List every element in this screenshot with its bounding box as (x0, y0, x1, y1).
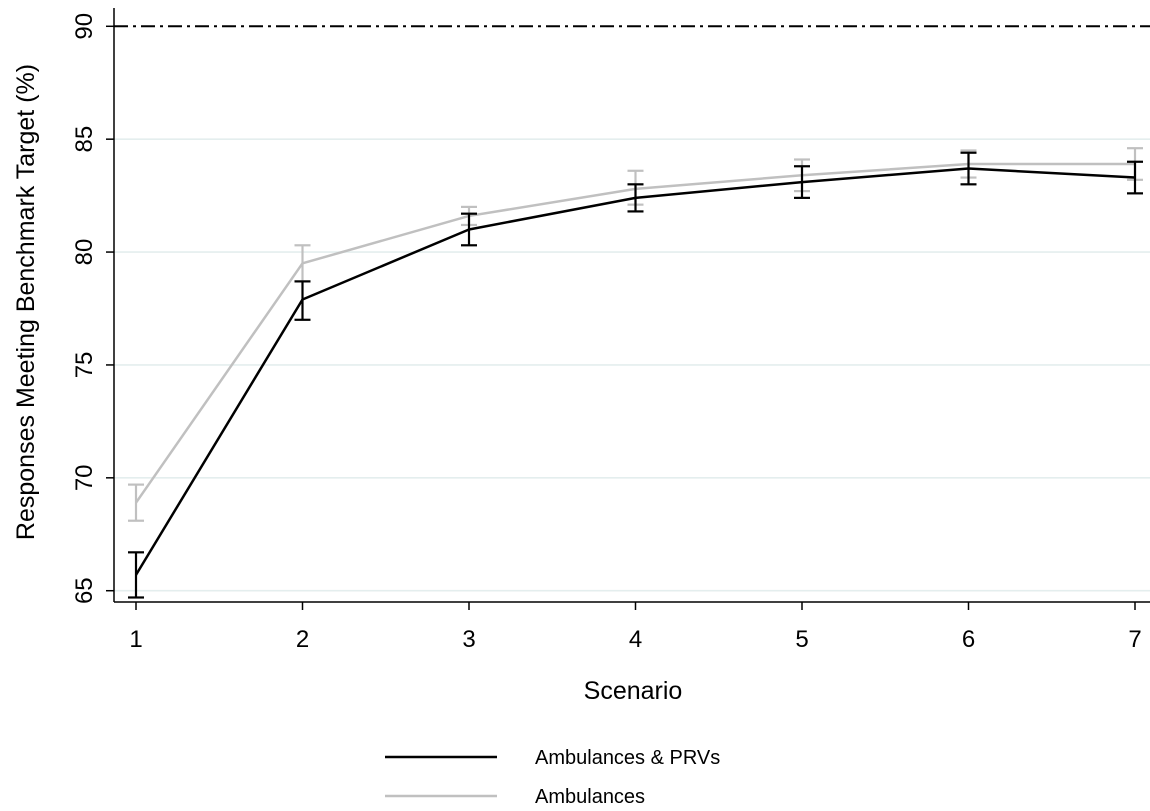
y-tick-label-80: 80 (71, 239, 98, 266)
error-bar-series-1-x3 (461, 212, 477, 247)
y-tick-label-85: 85 (71, 126, 98, 153)
legend-label-series-2: Ambulances (535, 786, 645, 808)
x-axis-title: Scenario (584, 677, 683, 705)
series (128, 147, 1143, 599)
error-bar-series-1-x4 (627, 183, 644, 213)
legend: Ambulances & PRVs Ambulances (385, 747, 720, 808)
y-tick-label-65: 65 (71, 577, 98, 604)
error-bar-series-1-x7 (1127, 160, 1143, 195)
x-tick-label-6: 6 (962, 626, 975, 653)
error-bar-series-2-x1 (128, 483, 144, 522)
y-tick-label-90: 90 (71, 13, 98, 40)
error-bar-series-2-x2 (294, 244, 311, 283)
gridlines (114, 138, 1150, 592)
x-tick-label-4: 4 (629, 626, 642, 653)
y-axis-title: Responses Meeting Benchmark Target (%) (12, 64, 40, 540)
error-bar-series-1-x2 (294, 280, 311, 321)
x-tick-label-3: 3 (462, 626, 475, 653)
legend-label-series-1: Ambulances & PRVs (535, 747, 720, 769)
error-bar-series-1-x1 (128, 551, 144, 599)
axes: 65 70 75 80 85 90 1 2 3 4 5 6 7 (71, 8, 1150, 653)
y-tick-label-70: 70 (71, 464, 98, 491)
x-tick-label-5: 5 (795, 626, 808, 653)
y-tick-label-75: 75 (71, 352, 98, 379)
series-1 (128, 151, 1143, 599)
series-2-line (134, 162, 1135, 504)
error-bar-series-1-x6 (960, 151, 977, 186)
x-tick-label-7: 7 (1128, 626, 1141, 653)
x-tick-label-1: 1 (129, 626, 142, 653)
x-tick-label-2: 2 (296, 626, 309, 653)
error-bar-series-1-x5 (794, 165, 810, 199)
series-1-line (134, 167, 1136, 576)
